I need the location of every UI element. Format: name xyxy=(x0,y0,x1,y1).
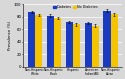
Bar xyxy=(103,11,111,67)
Legend: Diabetes, No Diabetes: Diabetes, No Diabetes xyxy=(53,5,98,9)
Bar xyxy=(92,26,99,67)
Bar xyxy=(84,23,92,67)
Y-axis label: Prevalence (%): Prevalence (%) xyxy=(8,21,12,50)
Bar xyxy=(111,14,118,67)
Bar xyxy=(54,18,61,67)
Bar xyxy=(73,24,80,67)
Bar xyxy=(28,12,35,67)
Bar xyxy=(47,16,54,67)
Bar xyxy=(35,15,42,67)
Bar xyxy=(66,22,73,67)
